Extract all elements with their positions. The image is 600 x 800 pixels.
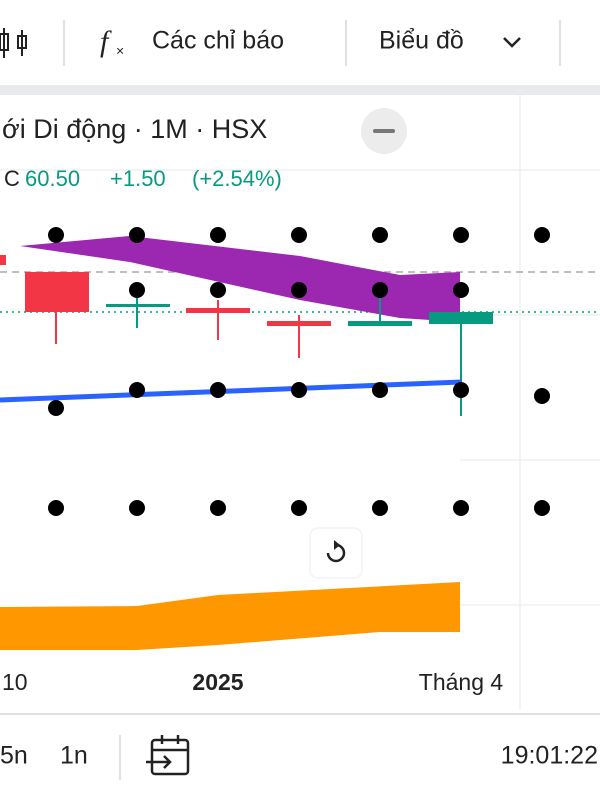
- symbol-title: ới Di động · 1M · HSX: [2, 114, 267, 144]
- close-label: C: [4, 166, 20, 191]
- close-value: 60.50: [25, 166, 80, 191]
- reset-button[interactable]: [309, 527, 363, 579]
- dots: [48, 227, 550, 516]
- decoration: [453, 282, 469, 298]
- grid: [0, 95, 600, 710]
- fx-icon-x: ×: [116, 43, 124, 59]
- toolbar: [0, 0, 600, 85]
- candles: [0, 255, 493, 416]
- decoration: [129, 227, 145, 243]
- decoration: [163, 755, 172, 769]
- change-percent: (+2.54%): [192, 166, 282, 191]
- range-button[interactable]: 1n: [60, 742, 88, 770]
- decoration: [129, 500, 145, 516]
- decoration: [0, 255, 6, 265]
- chart-button[interactable]: Biểu đồ: [379, 27, 464, 55]
- decoration: [129, 282, 145, 298]
- decoration: [372, 227, 388, 243]
- decoration: [534, 500, 550, 516]
- decoration: [291, 500, 307, 516]
- decoration: [309, 527, 363, 579]
- decoration: [334, 540, 340, 550]
- decoration: [372, 282, 388, 298]
- blue-line: [0, 379, 463, 403]
- decoration: [48, 400, 64, 416]
- decoration: [534, 388, 550, 404]
- separator: [0, 85, 600, 95]
- clock: 19:01:22: [501, 742, 598, 770]
- decoration: [210, 227, 226, 243]
- decoration: [17, 35, 27, 49]
- decoration: [210, 500, 226, 516]
- purple-band: [20, 236, 460, 322]
- decoration: [48, 500, 64, 516]
- x-label: Tháng 4: [419, 669, 504, 695]
- decoration: [291, 227, 307, 243]
- decoration: [372, 500, 388, 516]
- indicators-button[interactable]: Các chỉ báo: [152, 27, 284, 55]
- change-value: +1.50: [110, 166, 166, 191]
- orange-area: [0, 582, 460, 650]
- x-label: 10: [2, 669, 28, 695]
- decoration: [453, 500, 469, 516]
- range-button[interactable]: 5n: [0, 742, 28, 770]
- decoration: [291, 282, 307, 298]
- decoration: [453, 382, 469, 398]
- decoration: [210, 382, 226, 398]
- decoration: [0, 33, 9, 51]
- decoration: [326, 543, 346, 563]
- decoration: [129, 382, 145, 398]
- decoration: [453, 227, 469, 243]
- decoration: [534, 227, 550, 243]
- decoration: [150, 738, 190, 776]
- decoration: [48, 227, 64, 243]
- x-label: 2025: [192, 669, 243, 695]
- goto-date-icon[interactable]: [146, 735, 190, 776]
- dropdown-arrow: [503, 37, 521, 48]
- decoration: [210, 282, 226, 298]
- decoration: [372, 382, 388, 398]
- decoration: [291, 382, 307, 398]
- decoration: [25, 272, 89, 312]
- candle-icon[interactable]: [0, 28, 27, 58]
